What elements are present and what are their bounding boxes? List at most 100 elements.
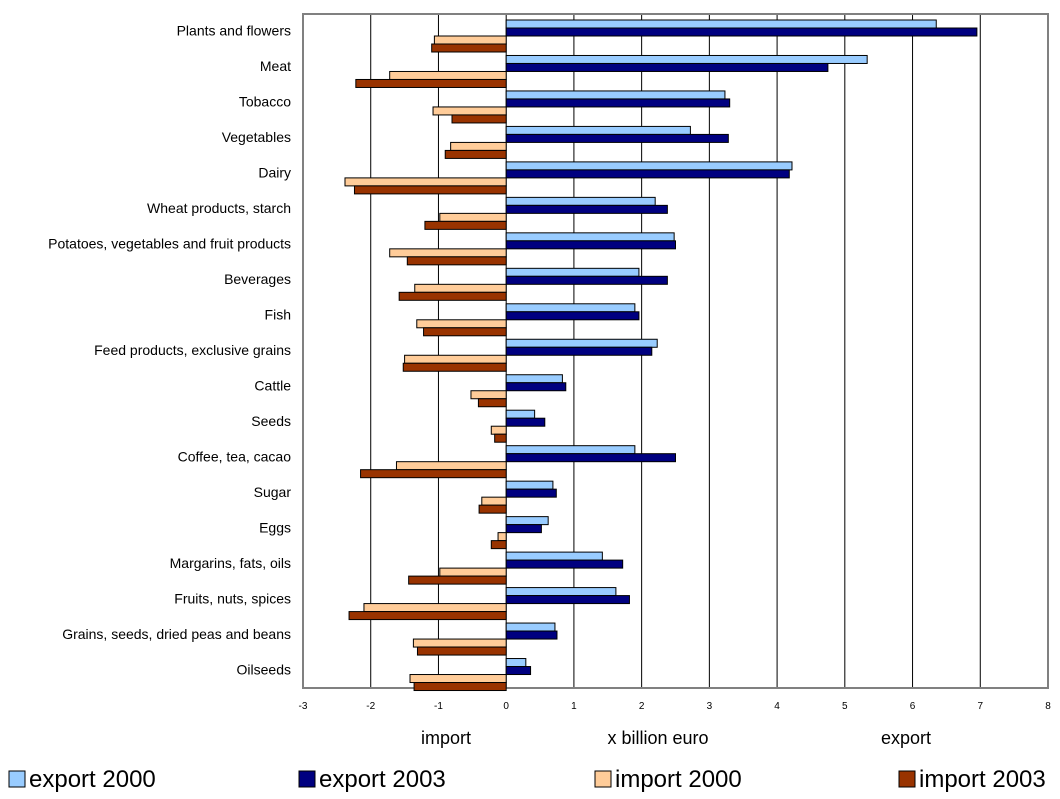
legend-item-import-2003: import 2003 [898,766,1046,793]
bar-import-2003 [406,256,507,266]
category-label: Fruits, nuts, spices [174,590,291,606]
bar-import-2003 [423,327,507,337]
x-tick-labels: -3 -2 -1 0 1 2 3 4 5 6 7 8 [299,701,1052,712]
bar-export-2000 [505,516,549,526]
legend: export 2000 export 2003 import 2000 impo… [8,766,1046,793]
bar-export-2003 [505,630,558,640]
x-tick-label: 2 [639,701,645,712]
x-axis-label-export: export [881,728,931,748]
category-label: Meat [260,58,291,74]
bar-import-2000 [395,461,507,471]
category-label: Dairy [258,165,291,181]
bar-export-2003 [505,417,546,427]
bar-export-2003 [505,453,676,463]
bar-export-2000 [505,374,563,384]
category-label: Grains, seeds, dried peas and beans [62,626,291,642]
bar-export-2003 [505,666,532,676]
x-tick-label: -2 [366,701,375,712]
x-tick-label: 5 [842,701,848,712]
legend-label-import-2003: import 2003 [919,766,1046,793]
legend-item-export-2003: export 2003 [298,766,446,793]
bar-export-2003 [505,204,668,214]
bar-export-2000 [505,622,556,632]
bar-import-2000 [389,70,507,80]
category-label: Margarins, fats, oils [170,555,291,571]
bar-export-2003 [505,275,668,285]
x-axis-label-import: import [421,728,471,748]
x-tick-label: 7 [977,701,983,712]
x-tick-label: 1 [571,701,577,712]
bar-import-2003 [408,575,507,585]
category-label: Coffee, tea, cacao [178,448,292,464]
bar-export-2000 [505,480,554,490]
x-tick-label: -1 [434,701,443,712]
bar-export-2003 [505,595,630,605]
bar-import-2000 [416,319,507,329]
bar-import-2000 [363,603,507,613]
bar-export-2000 [505,54,868,64]
category-label: Feed products, exclusive grains [94,342,291,358]
category-label: Seeds [251,413,291,429]
bar-export-2000 [505,232,675,242]
category-label: Vegetables [222,129,291,145]
legend-item-import-2000: import 2000 [594,766,742,793]
bar-import-2003 [348,611,507,621]
category-label: Beverages [224,271,291,287]
bar-import-2000 [470,390,507,400]
bar-import-2000 [439,567,507,577]
category-label: Wheat products, starch [147,200,291,216]
bar-export-2000 [505,551,603,561]
bar-export-2003 [505,524,542,534]
bar-import-2000 [412,638,507,648]
bar-export-2003 [505,382,567,392]
bar-export-2000 [505,161,793,171]
legend-swatch-export-2003 [298,770,316,788]
bar-export-2003 [505,240,676,250]
bar-import-2003 [353,185,507,195]
bar-import-2003 [398,291,507,301]
legend-item-export-2000: export 2000 [8,766,156,793]
bar-export-2000 [505,303,636,313]
plot-area [302,13,1049,689]
bar-import-2000 [344,177,507,187]
x-tick-label: 4 [774,701,780,712]
bar-import-2003 [413,682,507,692]
category-label: Oilseeds [237,661,291,677]
bar-import-2000 [404,354,507,364]
bar-export-2003 [505,169,790,179]
category-label: Tobacco [239,94,291,110]
x-tick-label: 3 [707,701,713,712]
x-tick-label: 6 [910,701,916,712]
bar-export-2000 [505,19,937,29]
bar-export-2000 [505,196,656,206]
bar-import-2003 [431,43,507,53]
legend-label-import-2000: import 2000 [615,766,742,793]
legend-swatch-import-2000 [594,770,612,788]
x-tick-label: 0 [503,701,509,712]
legend-label-export-2003: export 2003 [319,766,446,793]
bar-export-2000 [505,658,527,668]
bar-export-2000 [505,445,636,455]
bar-import-2003 [360,469,507,479]
bar-export-2000 [505,267,640,277]
bar-import-2003 [490,540,507,550]
bar-import-2000 [409,674,507,684]
bar-import-2003 [402,362,507,372]
bar-export-2000 [505,125,691,135]
bar-import-2003 [444,149,507,159]
bar-import-2003 [416,646,507,656]
category-label: Eggs [259,519,291,535]
category-label: Plants and flowers [177,23,291,39]
bar-import-2003 [477,398,507,408]
bar-import-2000 [389,248,507,258]
bar-export-2003 [505,133,729,143]
bar-export-2000 [505,338,658,348]
bar-export-2003 [505,488,557,498]
bar-export-2003 [505,559,624,569]
legend-swatch-import-2003 [898,770,916,788]
bar-import-2000 [414,283,507,293]
bar-export-2003 [505,27,978,37]
bar-import-2000 [439,212,507,222]
bar-export-2003 [505,346,653,356]
